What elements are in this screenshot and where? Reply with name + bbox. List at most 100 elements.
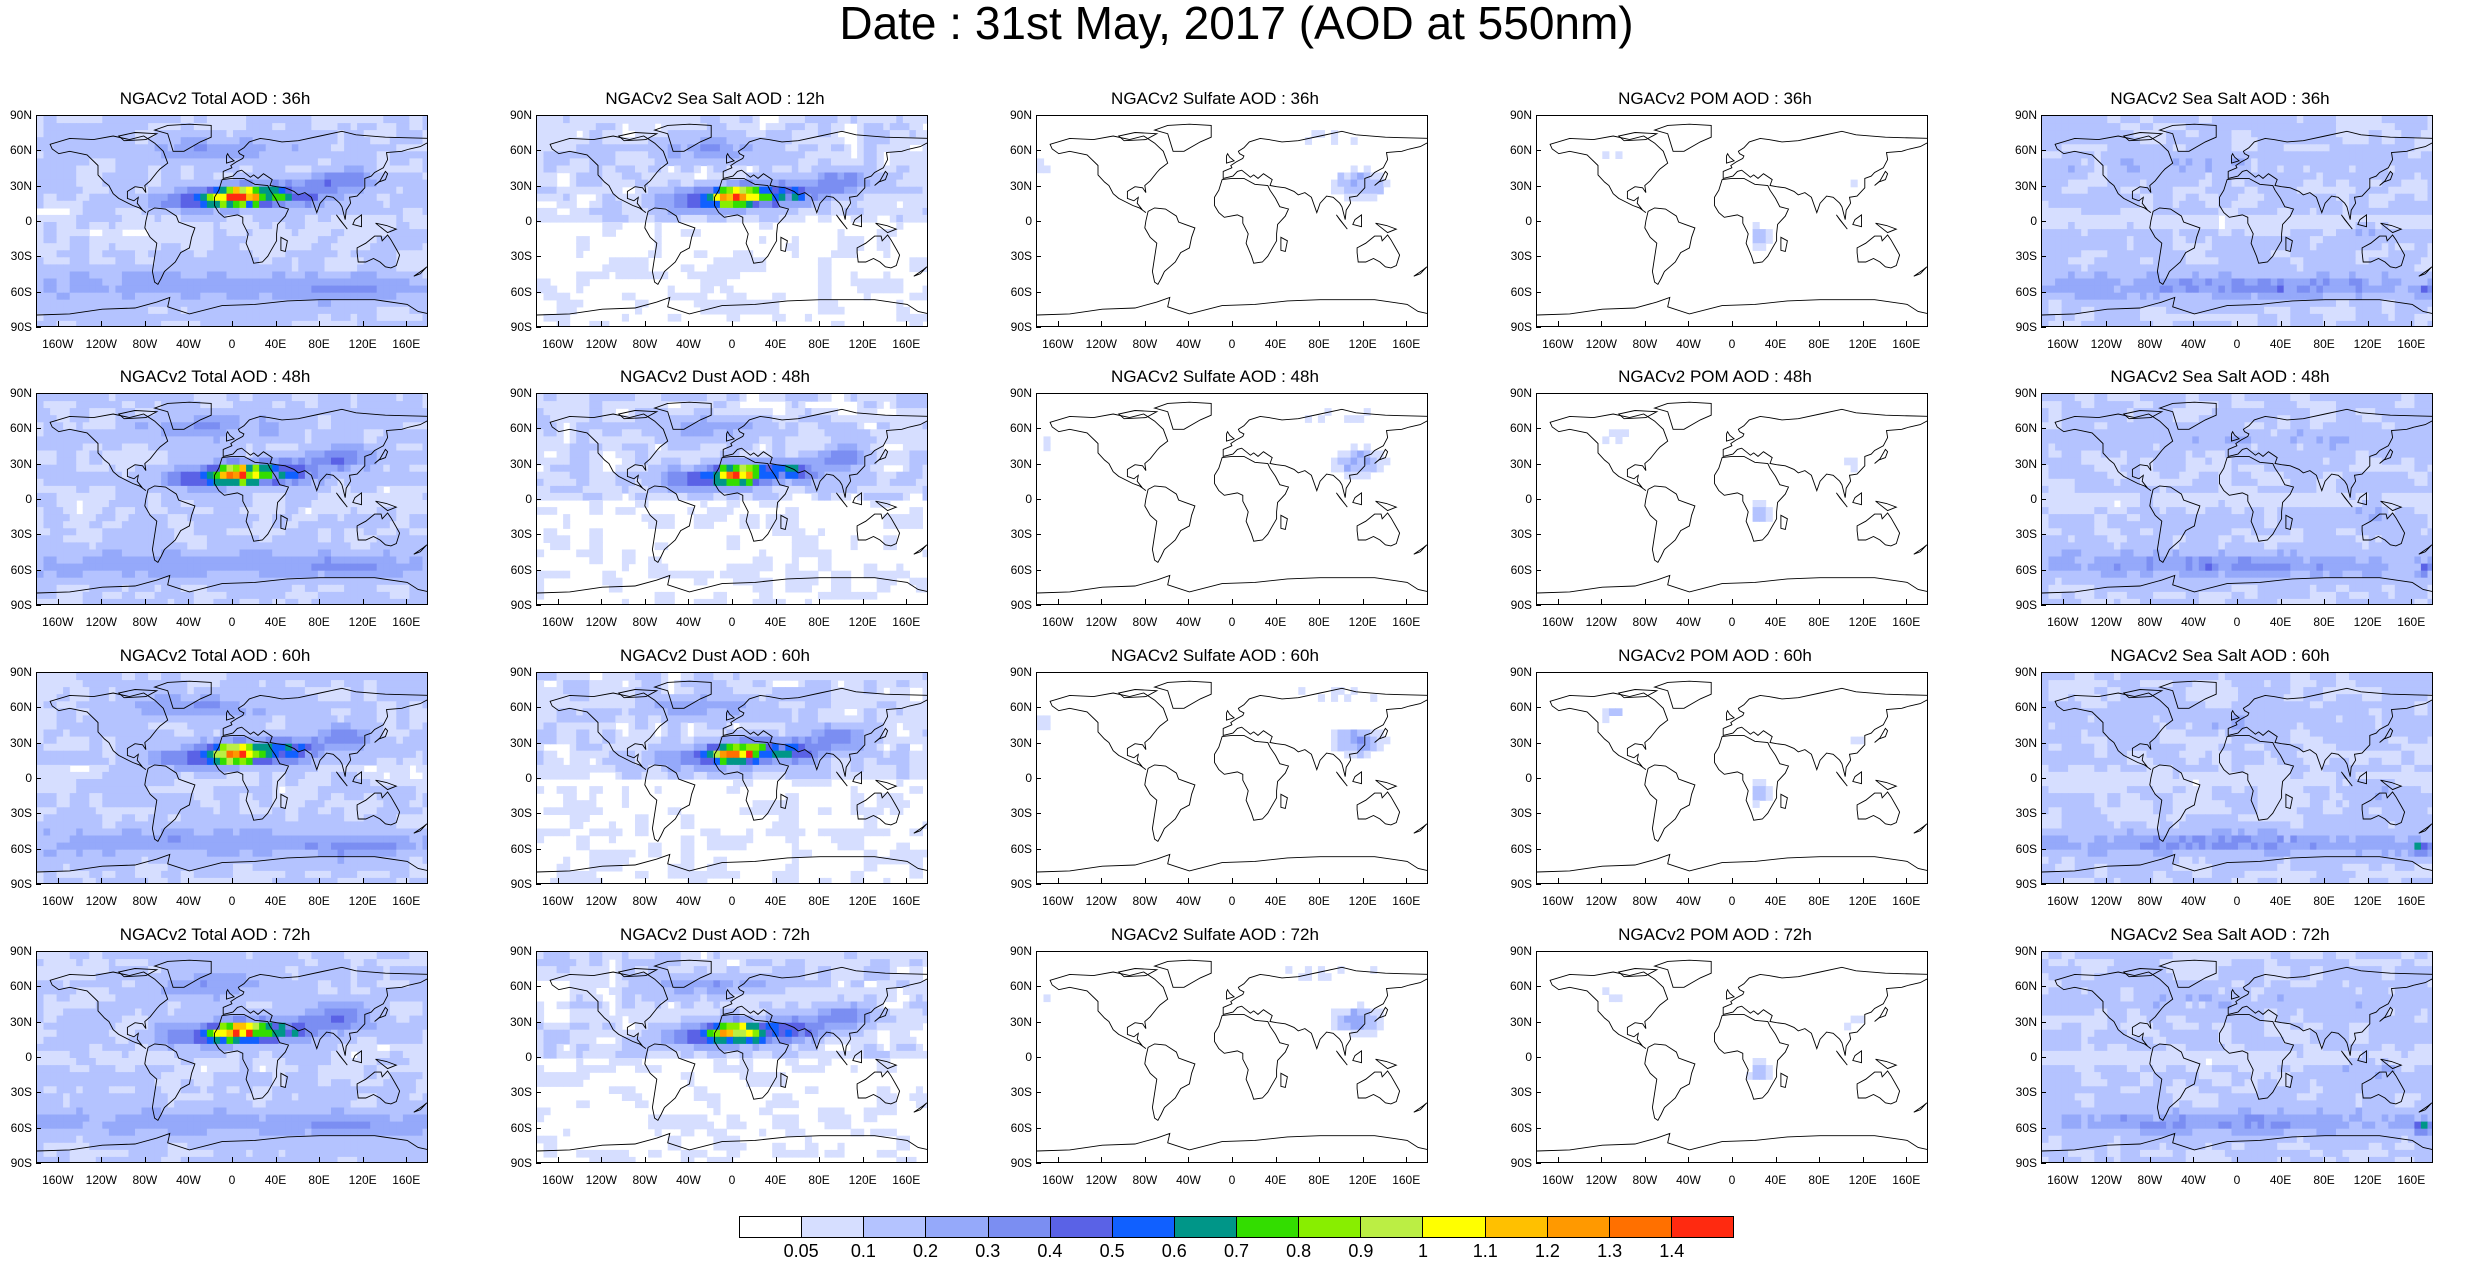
coastlines: [1537, 124, 1928, 315]
lon-tick-label: 160E: [386, 1174, 426, 1186]
lon-tick-label: 80E: [299, 1174, 339, 1186]
colorbar-label: 0.6: [1144, 1242, 1204, 1260]
lon-tick: [2106, 599, 2107, 605]
lon-tick: [2193, 1157, 2194, 1163]
lat-tick: [536, 1128, 541, 1129]
lat-tick: [1536, 534, 1541, 535]
lat-tick-label: 0: [1000, 493, 1032, 505]
aod-map: [37, 394, 428, 605]
coastline: [1723, 409, 1928, 497]
lon-tick: [906, 1157, 907, 1163]
coastline: [1727, 154, 1735, 163]
aod-map: [537, 673, 928, 884]
lat-tick: [36, 778, 41, 779]
lat-tick: [536, 292, 541, 293]
lat-tick: [2041, 813, 2046, 814]
lat-tick-label: 30N: [1500, 1016, 1532, 1028]
aod-field: [37, 673, 428, 884]
lat-tick-label: 30N: [1500, 458, 1532, 470]
lat-tick-label: 30N: [1000, 458, 1032, 470]
coastline: [1914, 824, 1927, 833]
lon-tick: [276, 321, 277, 327]
lon-tick-label: 160E: [2391, 338, 2431, 350]
lon-tick: [1863, 599, 1864, 605]
lon-tick: [1558, 878, 1559, 884]
coastline: [1645, 1044, 1695, 1121]
lon-tick-label: 40W: [1168, 1174, 1208, 1186]
panel-title: NGACv2 Sea Salt AOD : 60h: [2005, 647, 2435, 665]
coastline: [1353, 1051, 1362, 1063]
lat-tick-label: 30N: [500, 180, 532, 192]
lon-tick-label: 40E: [2261, 1174, 2301, 1186]
lat-tick-label: 60S: [1000, 1122, 1032, 1134]
lon-tick: [2150, 878, 2151, 884]
lon-tick-label: 0: [2217, 338, 2257, 350]
coastline: [1119, 133, 1157, 141]
lat-tick-label: 60S: [2005, 286, 2037, 298]
coastline: [1550, 136, 1668, 213]
colorbar-box: [864, 1217, 926, 1237]
lon-tick-label: 80W: [125, 1174, 165, 1186]
lat-tick: [1036, 327, 1041, 328]
lon-tick-label: 0: [1212, 616, 1252, 628]
lon-tick: [2063, 878, 2064, 884]
antarctic-coastline: [1537, 1133, 1928, 1151]
lat-tick-label: 90N: [1000, 945, 1032, 957]
map-frame: [2041, 951, 2433, 1163]
lon-tick-label: 160W: [38, 616, 78, 628]
lon-tick: [1906, 878, 1907, 884]
lon-tick: [558, 599, 559, 605]
lon-tick: [1558, 321, 1559, 327]
lon-tick-label: 160W: [2043, 1174, 2083, 1186]
lat-tick-label: 30S: [0, 1086, 32, 1098]
lon-tick: [1101, 878, 1102, 884]
lat-tick-label: 90S: [0, 1157, 32, 1169]
lon-tick-label: 40W: [2173, 1174, 2213, 1186]
lat-tick: [2041, 1057, 2046, 1058]
lon-tick-label: 40E: [1756, 616, 1796, 628]
lon-tick-label: 120E: [343, 1174, 383, 1186]
coastline: [1853, 1051, 1862, 1063]
lat-tick: [36, 951, 41, 952]
lon-tick: [319, 321, 320, 327]
lat-tick-label: 60S: [1000, 843, 1032, 855]
aod-field: [537, 394, 928, 605]
lon-tick: [1688, 321, 1689, 327]
lat-tick: [536, 1022, 541, 1023]
lat-tick: [36, 534, 41, 535]
lon-tick-label: 40E: [1256, 616, 1296, 628]
lon-tick-label: 80E: [2304, 338, 2344, 350]
map-frame: [536, 115, 928, 327]
lat-tick: [2041, 1022, 2046, 1023]
lon-tick-label: 0: [1712, 895, 1752, 907]
lat-tick-label: 30S: [1500, 1086, 1532, 1098]
lon-tick: [1101, 599, 1102, 605]
lat-tick-label: 90N: [2005, 387, 2037, 399]
lon-tick-label: 0: [712, 616, 752, 628]
lat-tick: [36, 849, 41, 850]
lon-tick-label: 80E: [1299, 895, 1339, 907]
lon-tick: [2063, 1157, 2064, 1163]
aod-field: [37, 116, 428, 327]
lat-tick-label: 60S: [2005, 1122, 2037, 1134]
coastline: [1619, 690, 1657, 698]
lon-tick-label: 0: [2217, 616, 2257, 628]
lon-tick-label: 80W: [1625, 616, 1665, 628]
lon-tick: [1101, 1157, 1102, 1163]
lon-tick: [363, 321, 364, 327]
aod-map: [2042, 116, 2433, 327]
colorbar-box: [1175, 1217, 1237, 1237]
lat-tick-label: 90N: [500, 945, 532, 957]
lat-tick-label: 30S: [500, 528, 532, 540]
lat-tick-label: 90S: [500, 599, 532, 611]
lat-tick: [536, 849, 541, 850]
panel-title: NGACv2 Dust AOD : 60h: [500, 647, 930, 665]
panel-title: NGACv2 Dust AOD : 72h: [500, 926, 930, 944]
lat-tick: [2041, 464, 2046, 465]
lon-tick: [232, 878, 233, 884]
aod-field: [37, 394, 428, 605]
